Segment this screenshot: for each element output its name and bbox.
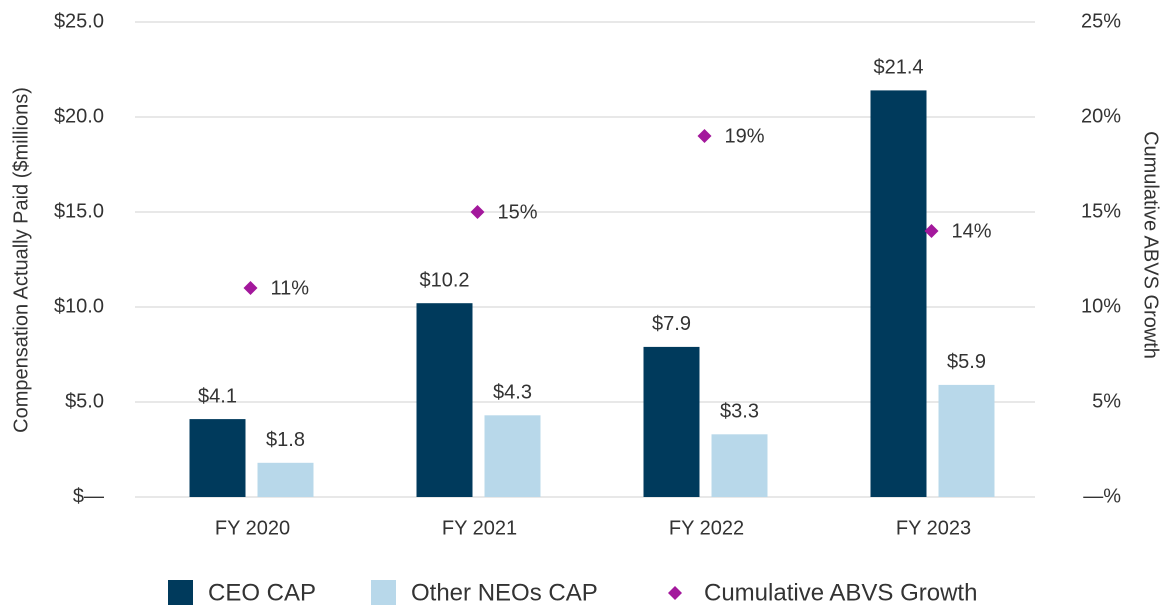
y2-tick-label: 10% (1081, 295, 1121, 317)
x-tick-label: FY 2023 (896, 517, 971, 539)
bar (870, 90, 927, 498)
bar (484, 415, 541, 497)
data-label: $1.8 (266, 429, 305, 451)
y2-tick-label: 20% (1081, 105, 1121, 127)
data-label: $4.3 (493, 382, 532, 404)
legend-swatch (371, 580, 396, 605)
y2-tick-label: 25% (1081, 10, 1121, 32)
data-label: 14% (952, 220, 992, 242)
data-label: 15% (498, 201, 538, 223)
marker (470, 205, 485, 219)
marker (697, 129, 712, 143)
data-label: $4.1 (198, 385, 237, 407)
data-label: $3.3 (720, 401, 759, 423)
bar (257, 462, 314, 497)
data-label: 11% (271, 277, 310, 299)
x-tick-label: FY 2022 (669, 517, 744, 539)
y-tick-label: $5.0 (65, 390, 104, 412)
bar (711, 434, 768, 497)
legend-label: Other NEOs CAP (411, 579, 598, 605)
bar (643, 346, 700, 497)
marker (924, 224, 939, 238)
y-tick-label: $— (73, 485, 104, 507)
y2-tick-label: 15% (1081, 200, 1121, 222)
y-tick-label: $25.0 (54, 10, 104, 32)
y-tick-label: $15.0 (54, 200, 104, 222)
data-label: $7.9 (652, 313, 691, 335)
y2-axis-title: Cumulative ABVS Growth (1140, 131, 1162, 359)
y2-tick-label: 5% (1092, 390, 1121, 412)
bar (416, 303, 473, 497)
data-label: $21.4 (873, 57, 923, 79)
y-axis-title: Compensation Actually Paid ($millions) (10, 87, 32, 433)
y-tick-label: $10.0 (54, 295, 104, 317)
bar (189, 419, 246, 497)
x-tick-label: FY 2020 (215, 517, 290, 539)
y-tick-label: $20.0 (54, 105, 104, 127)
legend-label: Cumulative ABVS Growth (704, 579, 977, 605)
marker (243, 281, 258, 295)
data-label: 19% (725, 125, 765, 147)
data-label: $5.9 (947, 351, 986, 373)
x-tick-label: FY 2021 (442, 517, 517, 539)
legend-label: CEO CAP (208, 579, 316, 605)
legend-swatch (668, 586, 682, 600)
y2-tick-label: —% (1083, 485, 1121, 507)
data-label: $10.2 (419, 269, 469, 291)
bar (938, 384, 995, 497)
legend-swatch (168, 580, 193, 605)
